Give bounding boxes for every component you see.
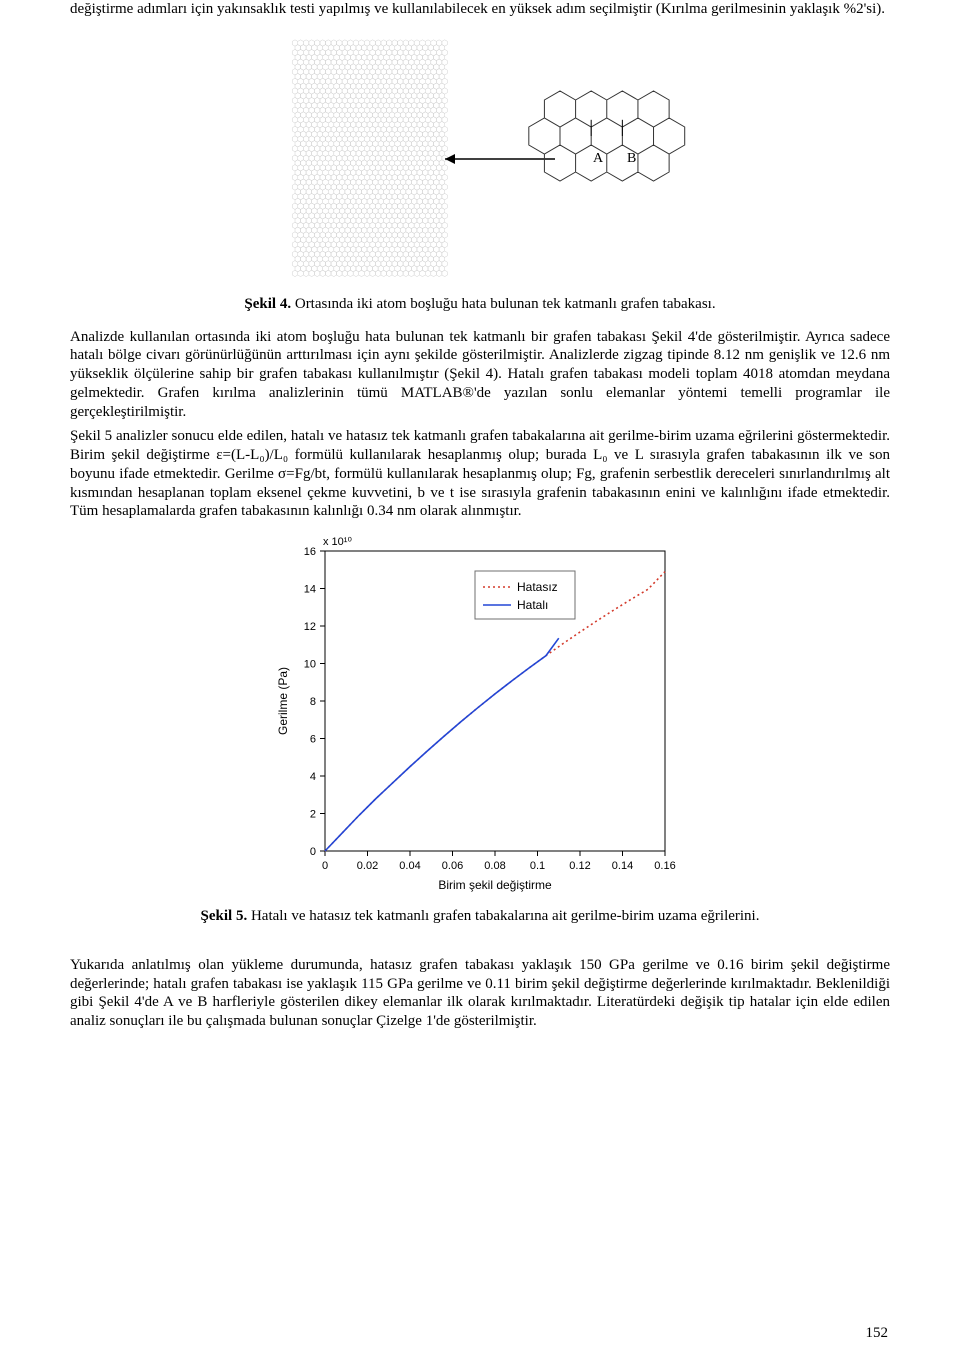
svg-text:10: 10: [304, 659, 316, 671]
svg-text:16: 16: [304, 546, 316, 558]
svg-text:0.12: 0.12: [569, 860, 590, 872]
figure-4-caption: Şekil 4. Ortasında iki atom boşluğu hata…: [70, 295, 890, 314]
svg-text:Hatalı: Hatalı: [517, 598, 548, 612]
svg-text:0.02: 0.02: [357, 860, 378, 872]
figure-4-caption-bold: Şekil 4.: [244, 296, 291, 312]
svg-text:0.1: 0.1: [530, 860, 545, 872]
paragraph-2: Analizde kullanılan ortasında iki atom b…: [70, 328, 890, 422]
page-number: 152: [866, 1324, 889, 1343]
label-a: A: [593, 151, 604, 166]
svg-text:14: 14: [304, 584, 316, 596]
svg-text:4: 4: [310, 771, 316, 783]
svg-text:0.04: 0.04: [399, 860, 420, 872]
svg-text:12: 12: [304, 621, 316, 633]
paragraph-3: Şekil 5 analizler sonucu elde edilen, ha…: [70, 427, 890, 521]
intro-paragraph: değiştirme adımları için yakınsaklık tes…: [70, 0, 890, 19]
svg-text:0.14: 0.14: [612, 860, 633, 872]
svg-text:Gerilme (Pa): Gerilme (Pa): [276, 667, 290, 735]
svg-text:0: 0: [322, 860, 328, 872]
label-b: B: [627, 151, 636, 166]
figure-5-caption-rest: Hatalı ve hatasız tek katmanlı grafen ta…: [247, 908, 759, 924]
svg-text:Birim şekil değiştirme: Birim şekil değiştirme: [438, 878, 552, 892]
spacer: [70, 940, 890, 956]
svg-text:2: 2: [310, 809, 316, 821]
svg-text:Hatasız: Hatasız: [517, 580, 558, 594]
svg-text:0: 0: [310, 846, 316, 858]
figure-5-caption-bold: Şekil 5.: [201, 908, 248, 924]
svg-text:x 10¹⁰: x 10¹⁰: [323, 536, 352, 548]
paragraph-4: Yukarıda anlatılmış olan yükleme durumun…: [70, 956, 890, 1031]
svg-text:8: 8: [310, 696, 316, 708]
svg-text:0.06: 0.06: [442, 860, 463, 872]
svg-text:6: 6: [310, 734, 316, 746]
svg-text:0.08: 0.08: [484, 860, 505, 872]
figure-5-chart: 0 0.02 0.04 0.06 0.08 0.1 0.12 0.14 0.16 0 2 4 6 8 10 1…: [270, 531, 690, 901]
svg-text:0.16: 0.16: [654, 860, 675, 872]
figure-4-image: A B: [260, 29, 700, 289]
figure-4-caption-rest: Ortasında iki atom boşluğu hata bulunan …: [291, 296, 715, 312]
figure-5-caption: Şekil 5. Hatalı ve hatasız tek katmanlı …: [70, 907, 890, 926]
